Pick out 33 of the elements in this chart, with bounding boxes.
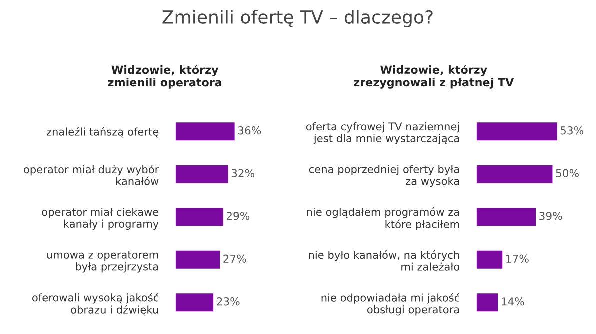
y-tick-label: umowa z operatorem była przejrzysta [47, 251, 158, 273]
y-tick-label: oferowali wysoką jakość obrazu i dźwięku [32, 293, 158, 316]
y-tick-label: nie oglądałem programów za które płaciłem [307, 208, 460, 231]
data-label: 32% [232, 169, 255, 178]
text: Zmienili ofertę TV – dlaczego? [162, 10, 433, 28]
bar [476, 208, 536, 226]
bar [176, 122, 235, 141]
y-tick-label: nie było kanałów, na których mi zależało [309, 250, 460, 271]
y-tick-label: oferta cyfrowej TV naziemnej jest dla mnie wystarczająca [306, 122, 460, 145]
data-label: 23% [217, 298, 240, 306]
bar [476, 294, 498, 312]
data-label: 53% [560, 126, 584, 135]
data-label: 36% [238, 126, 262, 135]
bar [476, 122, 558, 141]
data-label: 29% [226, 212, 250, 220]
bar [176, 208, 224, 226]
data-label: 50% [556, 169, 579, 178]
data-label: 27% [224, 254, 246, 263]
y-tick-label: znaleźli tańszą ofertę [46, 127, 159, 138]
y-tick-label: nie odpowiadała mi jakość obsługi operatora [322, 293, 460, 316]
bar [176, 165, 228, 184]
chart-subtitle: Widzowie, którzy zmienili operatora [108, 65, 222, 89]
data-label: 39% [540, 212, 562, 220]
y-tick-label: cena poprzedniej oferty była za wysoka [309, 165, 460, 188]
bar [176, 294, 214, 312]
y-tick-label: operator miał duży wybór kanałów [24, 165, 160, 186]
chart-subtitle: Widzowie, którzy zrezygnowali z płatnej TV [354, 65, 514, 89]
bar [476, 250, 503, 269]
bar [176, 250, 220, 269]
bar [476, 165, 553, 184]
data-label: 14% [502, 298, 524, 306]
y-tick-label: operator miał ciekawe kanały i programy [42, 208, 159, 230]
data-label: 17% [506, 254, 529, 263]
